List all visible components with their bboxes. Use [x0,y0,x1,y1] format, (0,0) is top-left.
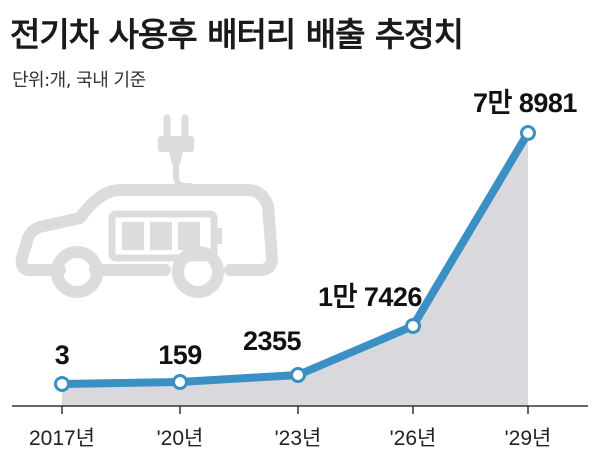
electric-car-battery-plug-icon [15,114,278,298]
x-tick-label: '26년 [390,427,437,450]
car-wheel-front [51,246,103,298]
data-point [290,367,306,383]
car-wheel-rear [172,246,224,298]
data-point [172,374,188,390]
data-label: 159 [158,340,202,370]
x-tick-label: '23년 [275,427,322,450]
data-label: 2355 [243,326,302,356]
data-label: 3 [55,340,70,370]
x-tick-label: '20년 [157,427,204,450]
data-point [520,125,536,141]
battery-icon [108,210,222,262]
data-label: 7만 8981 [473,88,577,118]
x-tick-label: '29년 [505,427,552,450]
chart-subtitle: 단위:개, 국내 기준 [12,70,146,91]
data-label: 1만 7426 [318,282,422,312]
plug-icon [158,114,194,189]
area-fill [62,133,528,406]
data-point [54,375,70,392]
chart-title: 전기차 사용후 배터리 배출 추정치 [10,15,464,54]
data-point [405,318,421,334]
plot-area: 2017년 '20년 '23년 '26년 '29년 3 159 2355 1만 7426 7만 8… [12,88,588,450]
x-tick-label: 2017년 [29,427,95,450]
